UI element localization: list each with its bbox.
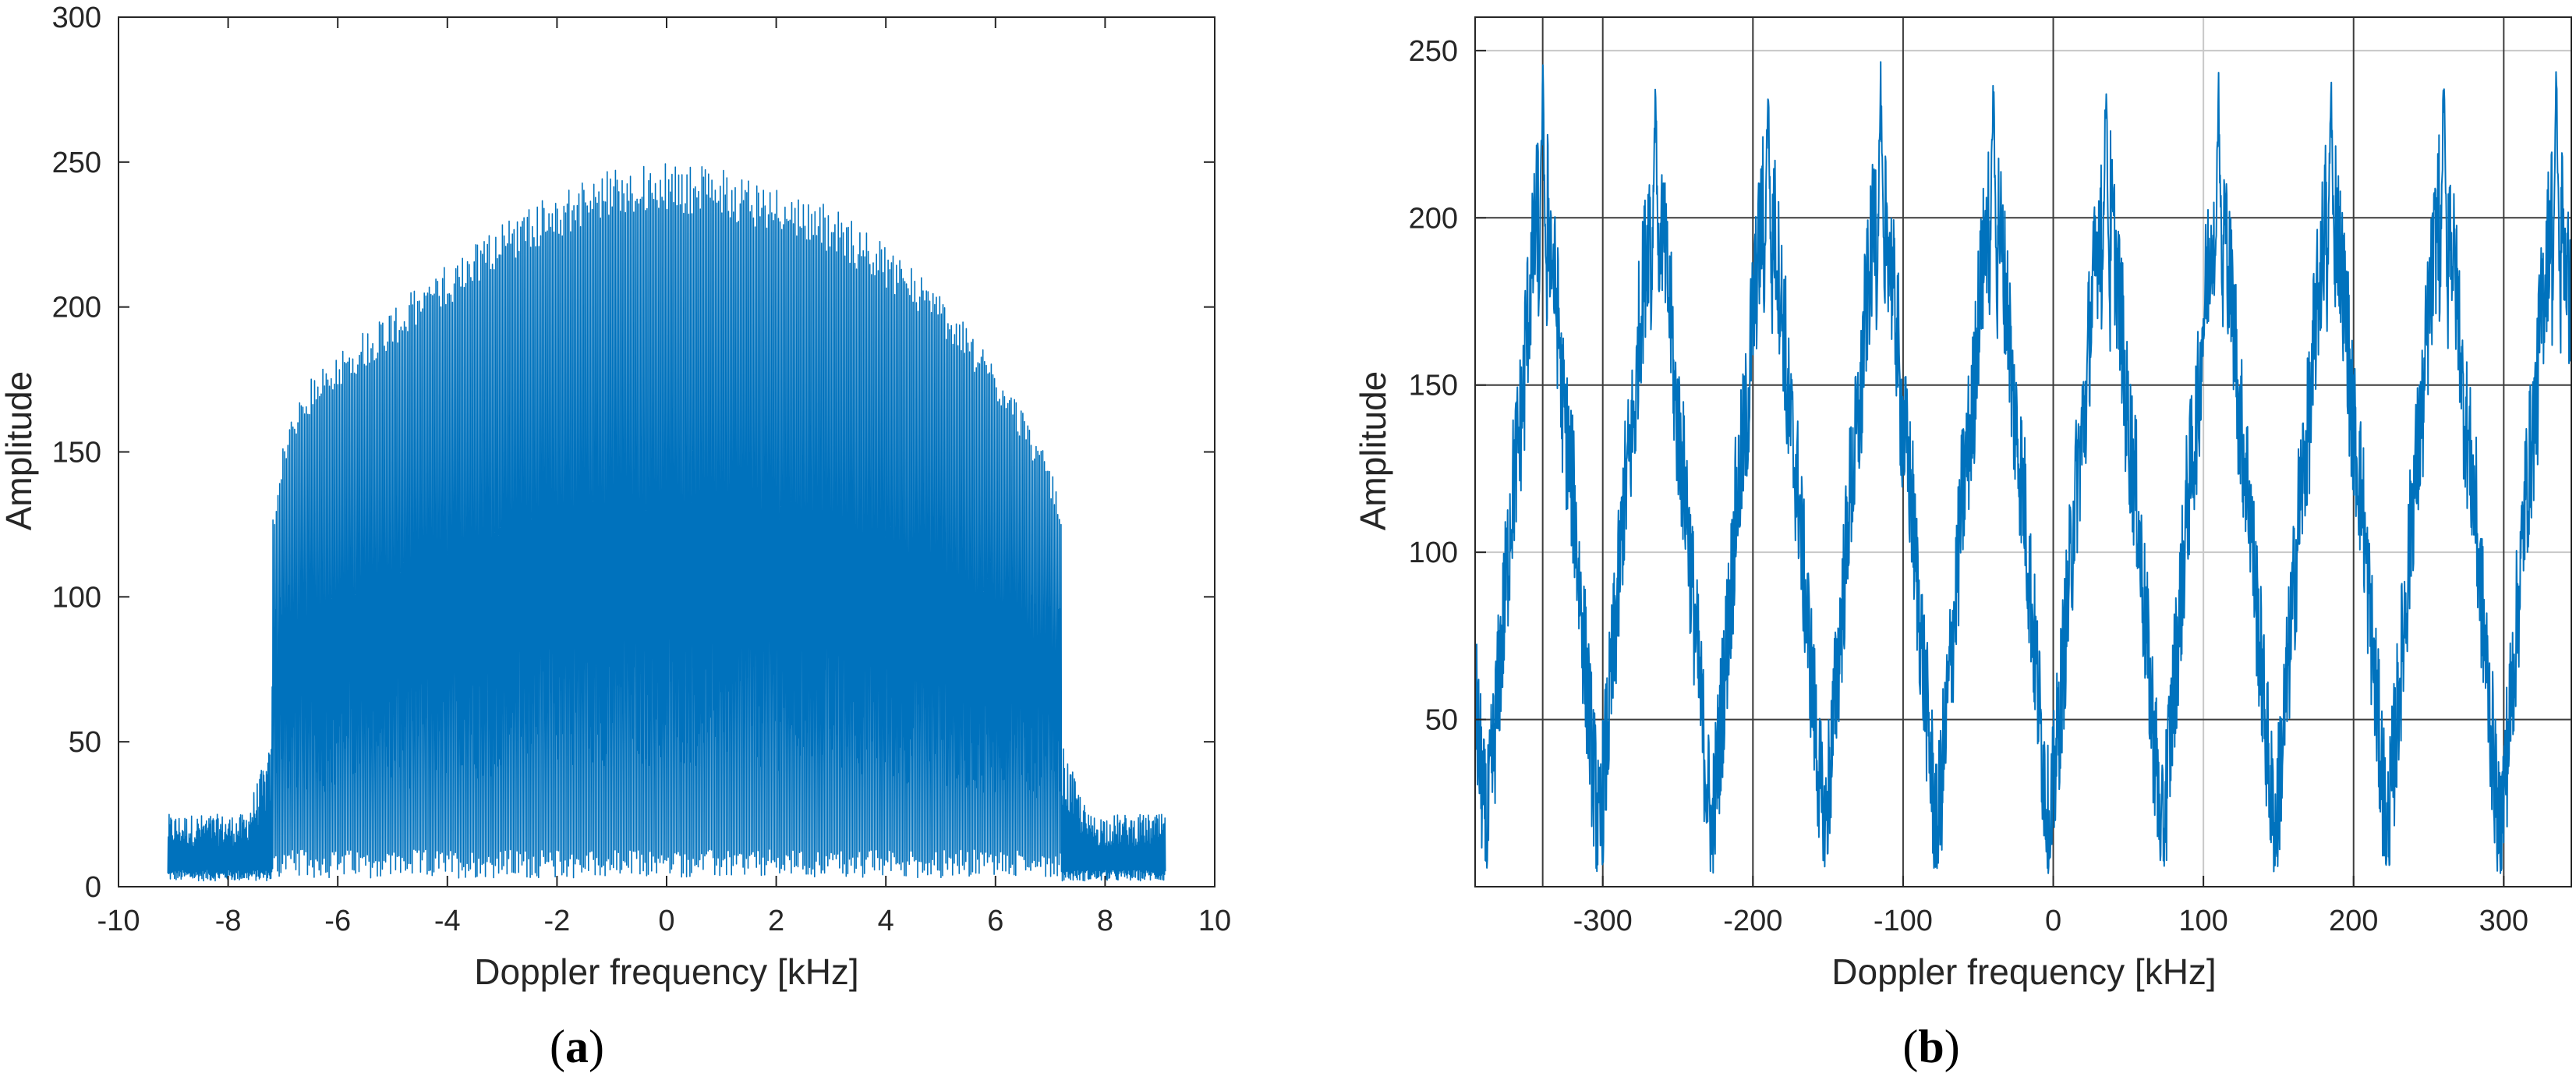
y-tick-label: 50 [69, 726, 101, 759]
chart-b-y-ticks: 50 100 150 200 250 [1409, 35, 1486, 737]
x-tick-label: 6 [987, 905, 1003, 937]
y-tick-label: 200 [52, 292, 101, 324]
chart-b-panel-label: (b) [1902, 1021, 1959, 1072]
y-tick-label: 150 [1409, 370, 1458, 402]
y-tick-label: 150 [52, 437, 101, 469]
chart-a-series-line [167, 163, 1166, 882]
x-tick-label: -200 [1723, 905, 1782, 937]
chart-a-y-axis-label: Amplitude [0, 371, 39, 531]
y-tick-label: 100 [52, 581, 101, 614]
x-tick-label: -100 [1874, 905, 1933, 937]
x-tick-label: 8 [1097, 905, 1113, 937]
chart-b-x-axis-label: Doppler frequency [kHz] [1831, 951, 2216, 992]
chart-a-panel-label: (a) [550, 1021, 604, 1072]
y-tick-label: 300 [52, 2, 101, 34]
chart-b-y-axis-label: Amplitude [1353, 371, 1393, 531]
x-tick-label: 0 [2045, 905, 2061, 937]
x-tick-label: -2 [544, 905, 571, 937]
chart-a-y-ticks: 0 50 100 150 200 250 300 [52, 2, 1215, 904]
chart-b: -300 -200 -100 0 100 200 300 50 100 150 200 250 Do… [1353, 16, 2572, 1072]
x-tick-label: -300 [1573, 905, 1633, 937]
chart-b-grid [1475, 17, 2571, 887]
x-tick-label: 0 [658, 905, 674, 937]
x-tick-label: -8 [215, 905, 242, 937]
y-tick-label: 100 [1409, 537, 1458, 569]
chart-b-plot-area [1474, 16, 2572, 887]
x-tick-label: -10 [97, 905, 140, 937]
x-tick-label: 10 [1198, 905, 1231, 937]
x-tick-label: 100 [2178, 905, 2227, 937]
chart-b-x-ticks: -300 -200 -100 0 100 200 300 [1573, 876, 2528, 937]
chart-a: -10 -8 -6 -4 -2 0 2 4 6 8 10 0 50 100 150 200 250 300 Do… [0, 2, 1231, 1072]
chart-b-background [1475, 17, 2571, 887]
y-tick-label: 50 [1425, 704, 1458, 737]
chart-a-plot-area [118, 16, 1215, 887]
x-tick-label: 4 [878, 905, 894, 937]
chart-b-axes-box [1474, 16, 2572, 887]
y-tick-label: 200 [1409, 202, 1458, 235]
chart-a-x-axis-label: Doppler frequency [kHz] [474, 951, 858, 992]
y-tick-label: 0 [85, 871, 101, 904]
x-tick-label: -4 [434, 905, 461, 937]
chart-a-x-ticks: -10 -8 -6 -4 -2 0 2 4 6 8 10 [97, 17, 1231, 937]
y-tick-label: 250 [52, 147, 101, 179]
y-tick-label: 250 [1409, 35, 1458, 68]
x-tick-label: 200 [2329, 905, 2378, 937]
chart-b-series-line [1475, 61, 2571, 874]
x-tick-label: 300 [2479, 905, 2528, 937]
x-tick-label: 2 [768, 905, 784, 937]
x-tick-label: -6 [324, 905, 351, 937]
